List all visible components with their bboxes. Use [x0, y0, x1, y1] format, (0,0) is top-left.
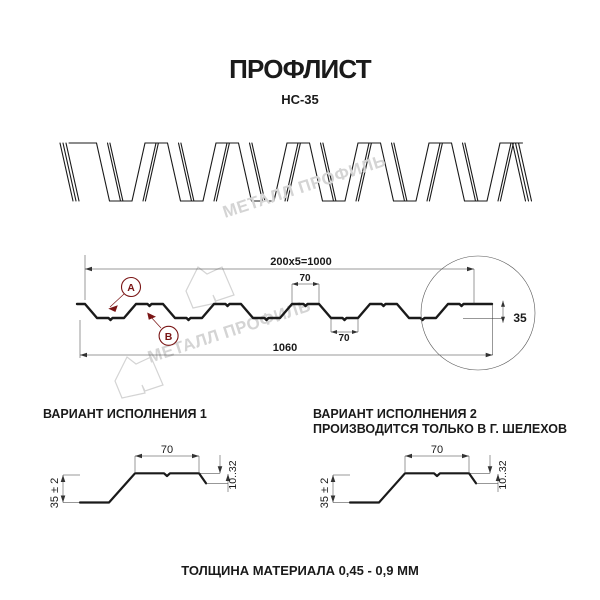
svg-text:1060: 1060	[273, 342, 297, 354]
svg-text:10..32: 10..32	[227, 460, 239, 489]
svg-text:A: A	[127, 282, 135, 294]
svg-text:70: 70	[338, 333, 350, 344]
svg-text:70: 70	[161, 444, 173, 456]
svg-text:35 ± 2: 35 ± 2	[319, 478, 331, 509]
svg-text:35: 35	[513, 311, 527, 325]
svg-text:35 ± 2: 35 ± 2	[49, 478, 61, 509]
svg-text:70: 70	[299, 273, 311, 284]
svg-text:ВАРИАНТ ИСПОЛНЕНИЯ 1: ВАРИАНТ ИСПОЛНЕНИЯ 1	[43, 407, 207, 421]
svg-text:70: 70	[431, 444, 443, 456]
svg-text:200x5=1000: 200x5=1000	[270, 256, 331, 268]
svg-text:ВАРИАНТ ИСПОЛНЕНИЯ 2: ВАРИАНТ ИСПОЛНЕНИЯ 2	[313, 407, 477, 421]
svg-text:ПРОИЗВОДИТСЯ ТОЛЬКО В Г. ШЕЛЕХ: ПРОИЗВОДИТСЯ ТОЛЬКО В Г. ШЕЛЕХОВ	[313, 422, 567, 436]
svg-text:10..32: 10..32	[497, 460, 509, 489]
svg-text:B: B	[165, 331, 173, 343]
